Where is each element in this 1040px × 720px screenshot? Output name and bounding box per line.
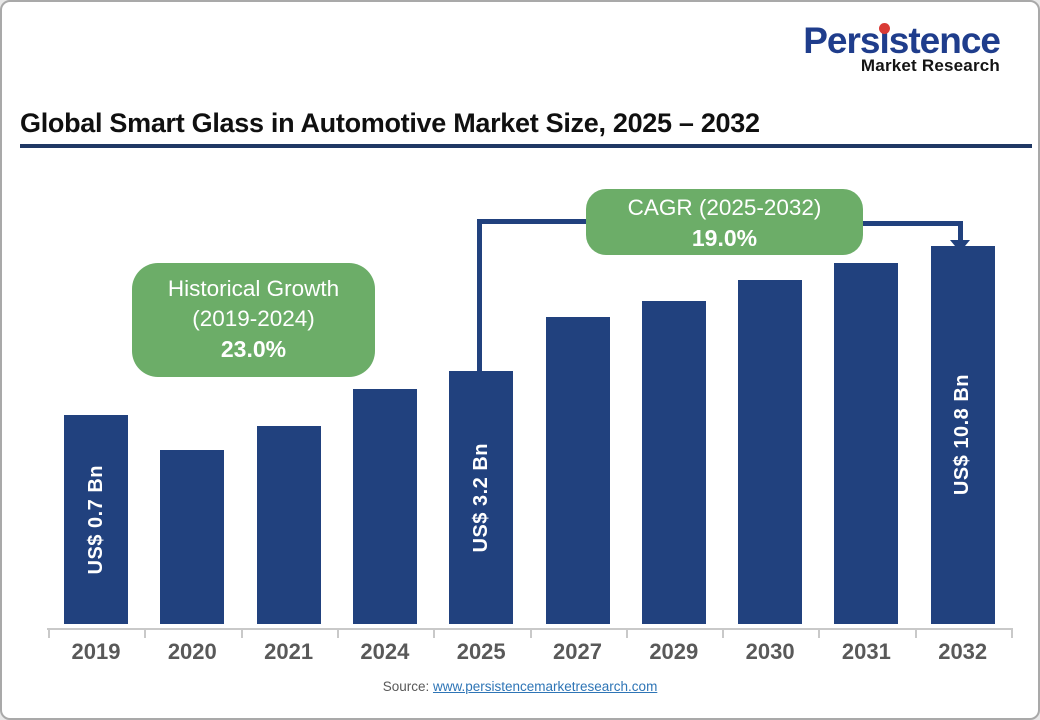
x-axis-tick (240, 628, 243, 638)
x-axis-tick (818, 628, 821, 638)
brand-name-end: stence (888, 20, 1001, 61)
x-axis-label-2030: 2030 (745, 639, 795, 664)
connector-line-left-horizontal (477, 219, 587, 224)
connector-line-right-horizontal (862, 221, 962, 226)
historical-growth-label: Historical Growth (167, 276, 340, 301)
x-axis-tick (433, 628, 436, 638)
brand-name: Persistence (803, 20, 1001, 61)
x-axis-label-2019: 2019 (71, 639, 121, 664)
x-axis-tick (1011, 628, 1013, 638)
x-axis-tick (722, 628, 725, 638)
x-axis-tick (336, 628, 339, 638)
brand-logo: Persistence Market Research (803, 20, 1001, 76)
x-axis-tick (529, 628, 532, 638)
source-link[interactable]: www.persistencemarketresearch.com (432, 679, 658, 694)
brand-subtitle: Market Research (860, 55, 1000, 75)
brand-name-start: Pers (803, 20, 880, 61)
brand-name-i-red-dot: i (878, 20, 890, 61)
x-axis-tick (914, 628, 917, 638)
page-title: Global Smart Glass in Automotive Market … (20, 108, 760, 138)
historical-growth-callout: Historical Growth (2019-2024) 23.0% (132, 263, 375, 377)
cagr-callout: CAGR (2025-2032) 19.0% (586, 189, 863, 255)
bar-2024 (352, 389, 417, 624)
connector-line-left-vertical (477, 219, 482, 375)
arrow-down-icon (950, 240, 970, 252)
x-axis-label-2020: 2020 (167, 639, 217, 664)
x-axis-label-2025: 2025 (456, 639, 506, 664)
cagr-label: CAGR (2025-2032) (627, 195, 822, 220)
x-axis-tick (625, 628, 628, 638)
source-label: Source: (382, 679, 430, 694)
historical-growth-value: 23.0% (220, 336, 287, 362)
bar-2021 (256, 426, 321, 624)
connector-line-right-vertical (958, 221, 963, 242)
x-axis-label-2029: 2029 (649, 639, 699, 664)
bar-value-label: US$ 3.2 Bn (469, 442, 492, 553)
x-axis-tick (48, 628, 50, 638)
x-axis-label-2024: 2024 (360, 639, 410, 664)
cagr-value: 19.0% (691, 225, 758, 251)
title-underline (20, 144, 1032, 148)
bar-2019: US$ 0.7 Bn (64, 415, 128, 624)
bar-value-label: US$ 0.7 Bn (84, 464, 107, 575)
bar-2027 (545, 317, 610, 624)
source-line: Source: www.persistencemarketresearch.co… (2, 679, 1038, 694)
x-axis-label-2032: 2032 (938, 639, 988, 664)
bar-2030 (738, 280, 803, 624)
bar-2031 (834, 263, 899, 624)
bar-value-label: US$ 10.8 Bn (951, 374, 974, 496)
bar-2032: US$ 10.8 Bn (930, 246, 995, 624)
bar-2020 (160, 450, 225, 624)
x-axis-tick (144, 628, 147, 638)
bar-2025: US$ 3.2 Bn (449, 371, 514, 624)
historical-growth-period: (2019-2024) (192, 306, 315, 331)
bar-2029 (641, 301, 706, 624)
x-axis-label-2021: 2021 (264, 639, 314, 664)
x-axis-label-2031: 2031 (841, 639, 891, 664)
x-axis-label-2027: 2027 (553, 639, 602, 664)
